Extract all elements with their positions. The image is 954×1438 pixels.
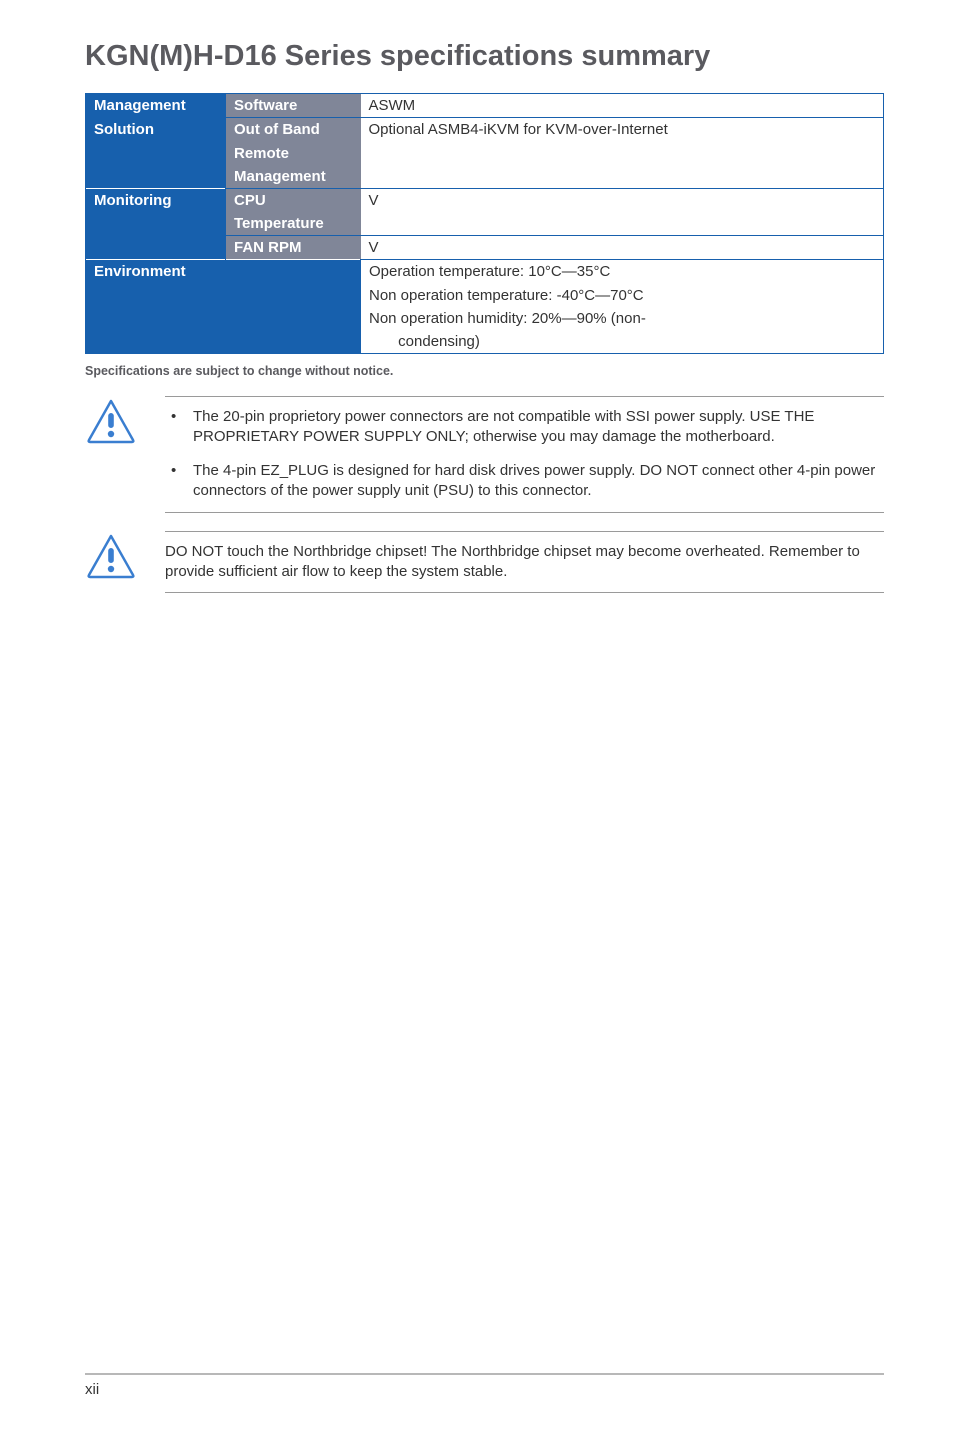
cell-oob-value: Optional ASMB4-iKVM for KVM-over-Interne… [361,118,884,142]
callout-item: The 4-pin EZ_PLUG is designed for hard d… [193,461,884,502]
page-number: xii [85,1381,99,1398]
cell-blank [86,284,361,307]
cell-software-value: ASWM [361,94,884,118]
warning-icon [85,396,137,449]
warning-icon [85,531,137,584]
page-footer: xii [85,1373,884,1398]
cell-blank [86,212,226,236]
cell-blank [86,236,226,260]
callout-body: The 20-pin proprietory power connectors … [165,396,884,513]
cell-blank [86,330,361,354]
callout-warning-2: DO NOT touch the Northbridge chipset! Th… [85,531,884,594]
cell-cpu-label: CPU [226,188,361,212]
spec-change-note: Specifications are subject to change wit… [85,364,884,378]
cell-environment: Environment [86,260,361,284]
cell-env-op-temp: Operation temperature: 10°C—35°C [361,260,884,284]
cell-remote-label: Remote [226,142,361,165]
page-title: KGN(M)H-D16 Series specifications summar… [85,40,884,73]
cell-management-label: Management [226,165,361,189]
callout-text: DO NOT touch the Northbridge chipset! Th… [165,543,860,580]
cell-software-label: Software [226,94,361,118]
cell-fanrpm-label: FAN RPM [226,236,361,260]
callout-item: The 20-pin proprietory power connectors … [193,407,884,448]
cell-env-humidity-2: condensing) [361,330,884,354]
callout-body: DO NOT touch the Northbridge chipset! Th… [165,531,884,594]
cell-blank [86,165,226,189]
cell-blank [361,165,884,189]
cell-monitoring: Monitoring [86,188,226,212]
cell-fanrpm-value: V [361,236,884,260]
cell-temp-label: Temperature [226,212,361,236]
cell-management: Management [86,94,226,118]
callout-warning-1: The 20-pin proprietory power connectors … [85,396,884,513]
cell-blank [361,142,884,165]
cell-cpu-value: V [361,188,884,212]
cell-solution: Solution [86,118,226,142]
cell-env-humidity-1: Non operation humidity: 20%—90% (non- [361,307,884,330]
spec-table: Management Software ASWM Solution Out of… [85,93,884,354]
cell-blank [86,142,226,165]
cell-blank [361,212,884,236]
cell-oob-label: Out of Band [226,118,361,142]
cell-env-nonop-temp: Non operation temperature: -40°C—70°C [361,284,884,307]
cell-blank [86,307,361,330]
